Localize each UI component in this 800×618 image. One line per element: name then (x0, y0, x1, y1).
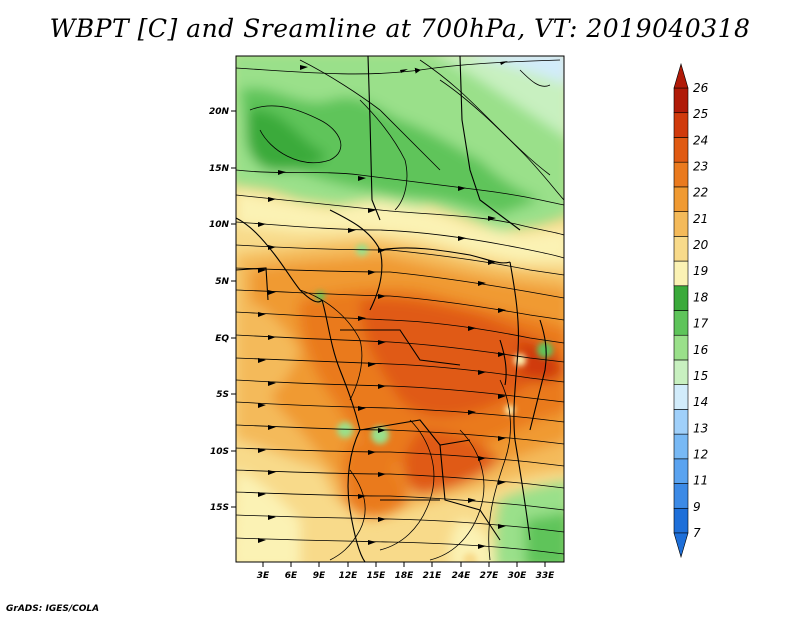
lon-axis: 3E 6E 9E 12E 15E 18E 21E 24E 27E 30E 33E (257, 562, 555, 581)
colorbar-label: 7 (693, 526, 701, 540)
colorbar-max-arrow (673, 62, 689, 89)
streamline-arrows (258, 61, 508, 549)
colorbar-min-arrow (673, 532, 689, 559)
colorbar-bin (673, 137, 689, 163)
lat-label: 10S (210, 447, 229, 457)
lat-axis: 20N 15N 10N 5N EQ 5S 10S 15S (209, 107, 236, 513)
colorbar-label: 12 (693, 447, 708, 461)
colorbar-bin (673, 458, 689, 484)
colorbar-label: 20 (693, 238, 709, 252)
colorbar-label: 26 (693, 81, 709, 95)
country-borders (236, 56, 547, 562)
colorbar-bin (673, 112, 689, 138)
footer-credit: GrADS: IGES/COLA (6, 604, 100, 614)
colorbar-bin (673, 359, 689, 385)
colorbar-bin (673, 507, 689, 534)
colorbar-label: 17 (693, 317, 709, 331)
colorbar-label: 15 (693, 369, 708, 383)
colorbar-label: 16 (693, 343, 709, 357)
lon-label: 27E (480, 571, 500, 581)
colorbar-label: 19 (693, 264, 708, 278)
lon-label: 6E (285, 571, 298, 581)
chart-title: WBPT [C] and Sreamline at 700hPa, VT: 20… (49, 14, 751, 43)
colorbar-bin (673, 483, 689, 509)
lat-label: 5S (216, 390, 229, 400)
colorbar-bin (673, 87, 689, 114)
lon-label: 3E (257, 571, 270, 581)
lat-label: 15N (209, 164, 230, 174)
lat-label: 5N (215, 277, 229, 287)
lon-label: 24E (452, 571, 472, 581)
colorbar-label: 14 (693, 395, 708, 409)
colorbar-bin (673, 334, 689, 361)
lat-label: EQ (215, 334, 229, 344)
colorbar-bin (673, 260, 689, 287)
colorbar-label: 22 (693, 186, 708, 200)
lon-label: 12E (339, 571, 359, 581)
colorbar-label: 24 (693, 133, 708, 147)
colorbar-bin (673, 285, 689, 311)
colorbar-bin (673, 236, 689, 262)
colorbar-label: 21 (693, 212, 708, 226)
colorbar-bin (673, 161, 689, 188)
wbpt-shading (236, 56, 564, 562)
colorbar: 7 9 11 12 13 14 15 16 17 18 19 20 21 22 23 24 25 26 (673, 62, 709, 559)
colorbar-label: 25 (693, 107, 708, 121)
lon-label: 18E (395, 571, 415, 581)
lat-label: 15S (210, 503, 229, 513)
streamlines (236, 59, 564, 561)
colorbar-label: 9 (693, 500, 701, 514)
lon-label: 21E (423, 571, 443, 581)
plot-frame (235, 55, 565, 563)
colorbar-bin (673, 186, 689, 212)
colorbar-label: 11 (693, 474, 708, 488)
lon-label: 9E (313, 571, 326, 581)
colorbar-label: 23 (693, 160, 708, 174)
lon-label: 15E (367, 571, 387, 581)
colorbar-bin (673, 310, 689, 336)
colorbar-bin (673, 211, 689, 237)
colorbar-label: 18 (693, 290, 709, 304)
lon-label: 30E (508, 571, 528, 581)
colorbar-bin (673, 384, 689, 410)
colorbar-bin (673, 433, 689, 460)
lat-label: 20N (209, 107, 230, 117)
colorbar-label: 13 (693, 421, 708, 435)
lat-label: 10N (209, 220, 230, 230)
lon-label: 33E (536, 571, 556, 581)
colorbar-bin (673, 409, 689, 435)
